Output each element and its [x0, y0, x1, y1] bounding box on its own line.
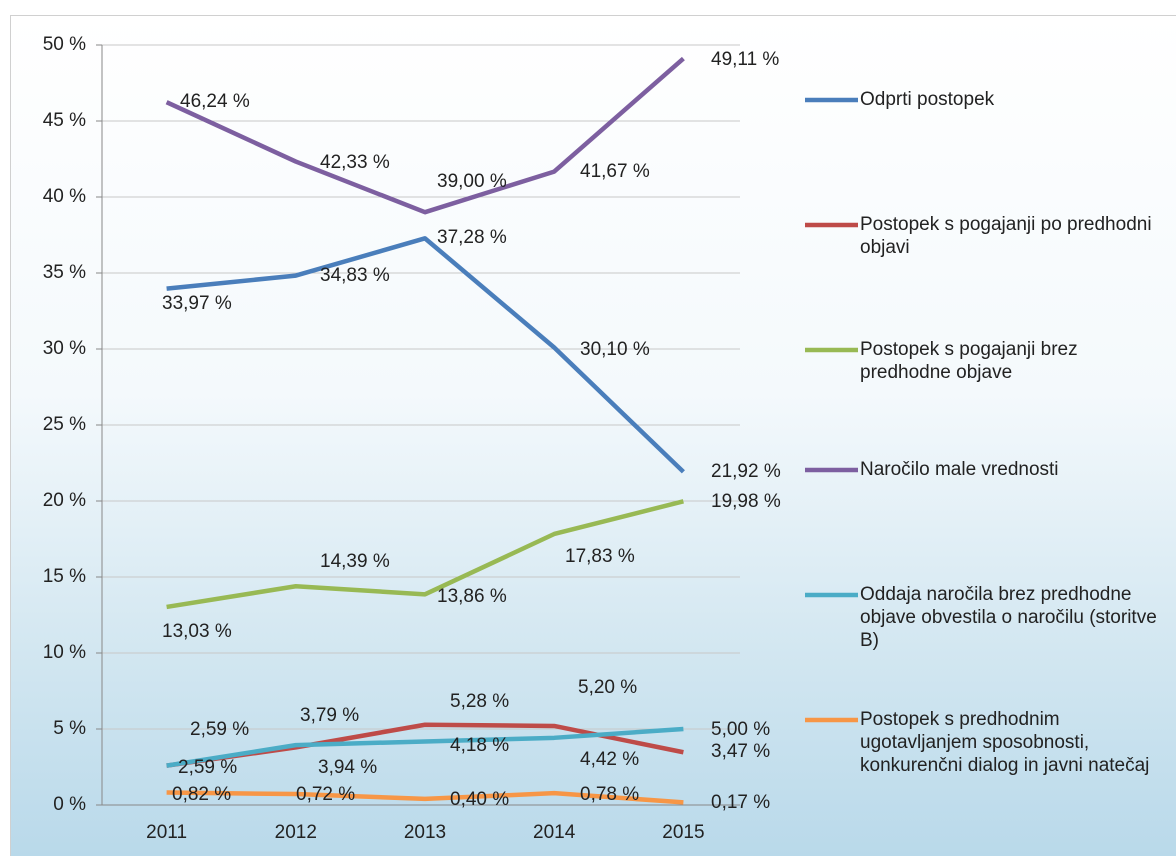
data-label: 2,59 % [178, 757, 237, 778]
data-label: 34,83 % [320, 265, 390, 286]
data-label: 0,40 % [450, 789, 509, 810]
data-label: 17,83 % [565, 546, 635, 567]
x-tick-label: 2014 [533, 822, 576, 843]
legend-label: Postopek s predhodnim ugotavljanjem spos… [860, 709, 1150, 776]
data-label: 0,82 % [172, 784, 231, 805]
y-tick-label: 5 % [53, 718, 86, 739]
data-label: 39,00 % [437, 171, 507, 192]
legend-label: Postopek s pogajanji po predhodni objavi [860, 214, 1152, 258]
legend-label: Postopek s pogajanji brez predhodne obja… [860, 339, 1078, 383]
legend-label: Odprti postopek [860, 89, 995, 110]
y-tick-label: 0 % [53, 794, 86, 815]
data-label: 37,28 % [437, 227, 507, 248]
series-line [166, 790, 684, 805]
data-label: 33,97 % [162, 293, 232, 314]
data-label: 3,47 % [711, 741, 770, 762]
data-label: 14,39 % [320, 551, 390, 572]
y-tick-label: 35 % [43, 262, 86, 283]
data-label: 42,33 % [320, 152, 390, 173]
data-label: 3,79 % [300, 705, 359, 726]
series-line [166, 499, 684, 610]
y-tick-label: 45 % [43, 110, 86, 131]
y-tick-label: 10 % [43, 642, 86, 663]
data-label: 30,10 % [580, 339, 650, 360]
data-label: 41,67 % [580, 161, 650, 182]
legend-label: Oddaja naročila brez predhodne objave ob… [860, 584, 1157, 651]
data-label: 49,11 % [711, 49, 779, 70]
data-label: 5,00 % [711, 719, 770, 740]
data-label: 13,86 % [437, 586, 507, 607]
data-label: 5,20 % [578, 677, 637, 698]
data-label: 21,92 % [711, 461, 781, 482]
y-tick-label: 30 % [43, 338, 86, 359]
legend-label: Naročilo male vrednosti [860, 459, 1059, 480]
chart-background [10, 15, 1176, 856]
series-line [166, 236, 685, 474]
data-label: 4,18 % [450, 735, 509, 756]
data-label: 46,24 % [180, 91, 250, 112]
data-label: 2,59 % [190, 719, 249, 740]
data-label: 4,42 % [580, 749, 639, 770]
data-label: 0,78 % [580, 784, 639, 805]
y-tick-label: 20 % [43, 490, 86, 511]
y-tick-label: 25 % [43, 414, 86, 435]
data-label: 0,72 % [296, 784, 355, 805]
series-line [165, 56, 685, 215]
data-label: 19,98 % [711, 491, 781, 512]
y-tick-label: 50 % [43, 34, 86, 55]
series-line [166, 726, 684, 768]
data-label: 0,17 % [711, 792, 770, 813]
x-tick-label: 2012 [275, 822, 317, 843]
data-label: 5,28 % [450, 691, 509, 712]
x-tick-label: 2011 [146, 822, 187, 843]
y-tick-label: 15 % [43, 566, 86, 587]
y-tick-label: 40 % [43, 186, 86, 207]
x-tick-label: 2015 [662, 822, 704, 843]
x-tick-label: 2013 [404, 822, 446, 843]
data-label: 13,03 % [162, 621, 232, 642]
data-label: 3,94 % [318, 757, 377, 778]
